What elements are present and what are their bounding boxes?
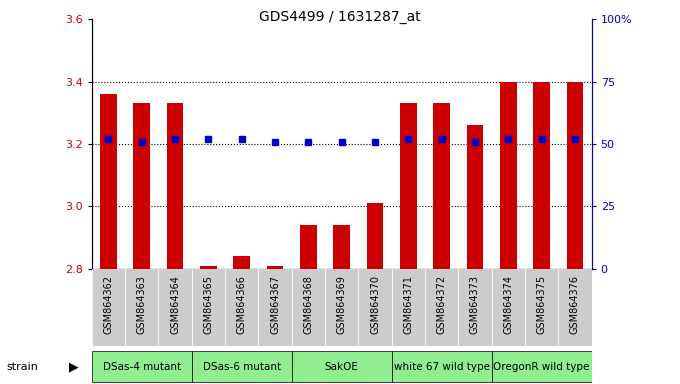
Bar <box>433 103 450 269</box>
Text: GSM864371: GSM864371 <box>403 275 413 334</box>
Bar <box>400 103 417 269</box>
Text: GDS4499 / 1631287_at: GDS4499 / 1631287_at <box>259 10 421 23</box>
Text: GSM864367: GSM864367 <box>270 275 280 334</box>
Bar <box>358 269 392 346</box>
Bar <box>367 203 384 269</box>
Bar <box>500 82 517 269</box>
Text: GSM864376: GSM864376 <box>570 275 580 334</box>
Text: GSM864362: GSM864362 <box>103 275 114 334</box>
Bar <box>200 266 217 269</box>
Bar <box>258 269 292 346</box>
Bar <box>300 225 317 269</box>
Bar <box>325 269 358 346</box>
Text: GSM864375: GSM864375 <box>537 275 547 334</box>
Bar <box>566 82 583 269</box>
Bar <box>458 269 492 346</box>
Bar <box>100 94 117 269</box>
Text: GSM864363: GSM864363 <box>137 275 147 334</box>
Bar <box>167 103 184 269</box>
Text: DSas-4 mutant: DSas-4 mutant <box>103 362 181 372</box>
Text: GSM864374: GSM864374 <box>503 275 513 334</box>
Bar <box>492 351 592 382</box>
Bar <box>125 269 158 346</box>
Bar <box>92 269 125 346</box>
Bar <box>292 269 325 346</box>
Text: GSM864366: GSM864366 <box>237 275 247 334</box>
Text: GSM864370: GSM864370 <box>370 275 380 334</box>
Bar <box>233 257 250 269</box>
Text: GSM864372: GSM864372 <box>437 275 447 334</box>
Text: GSM864368: GSM864368 <box>303 275 313 334</box>
Text: ▶: ▶ <box>69 360 78 373</box>
Bar <box>558 269 592 346</box>
Text: DSas-6 mutant: DSas-6 mutant <box>203 362 281 372</box>
Text: GSM864365: GSM864365 <box>203 275 214 334</box>
Text: SakOE: SakOE <box>325 362 358 372</box>
Bar <box>267 266 284 269</box>
Bar <box>392 269 425 346</box>
Bar <box>225 269 258 346</box>
Text: OregonR wild type: OregonR wild type <box>494 362 590 372</box>
Bar <box>192 351 292 382</box>
Bar <box>466 125 483 269</box>
Bar <box>133 103 150 269</box>
Text: GSM864369: GSM864369 <box>337 275 347 334</box>
Text: strain: strain <box>7 362 39 372</box>
Bar <box>492 269 525 346</box>
Bar <box>392 351 492 382</box>
Bar <box>292 351 392 382</box>
Text: white 67 wild type: white 67 wild type <box>394 362 490 372</box>
Bar <box>525 269 558 346</box>
Text: GSM864364: GSM864364 <box>170 275 180 334</box>
Bar <box>158 269 192 346</box>
Bar <box>425 269 458 346</box>
Bar <box>192 269 225 346</box>
Bar <box>533 82 550 269</box>
Text: GSM864373: GSM864373 <box>470 275 480 334</box>
Bar <box>333 225 350 269</box>
Bar <box>92 351 192 382</box>
